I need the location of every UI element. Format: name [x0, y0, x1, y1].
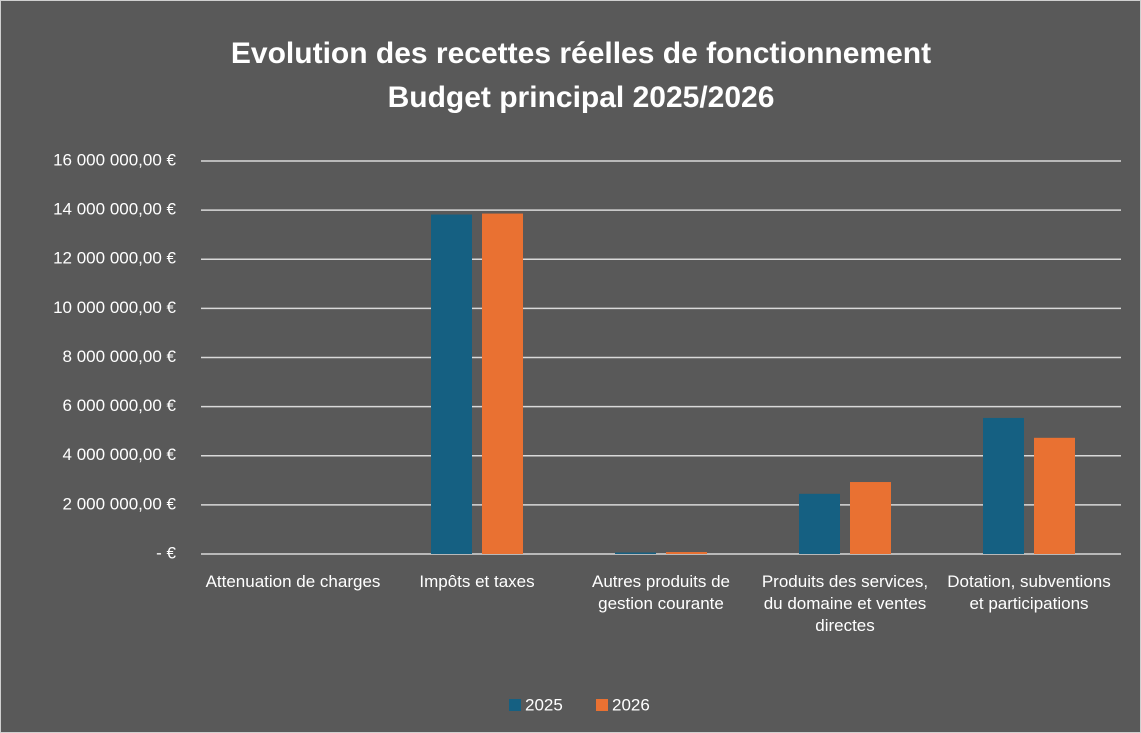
- y-tick-label: 2 000 000,00 €: [63, 494, 177, 513]
- chart-title: Evolution des recettes réelles de foncti…: [231, 37, 931, 70]
- x-tick-label: Produits des services, du domaine et ven…: [761, 572, 929, 635]
- legend-swatch: [596, 699, 608, 711]
- bar: [482, 213, 523, 554]
- bar: [983, 417, 1024, 554]
- y-tick-label: 8 000 000,00 €: [63, 347, 177, 366]
- x-tick-label: Attenuation de charges: [205, 572, 381, 591]
- y-tick-label: 16 000 000,00 €: [53, 150, 176, 169]
- y-tick-label: 4 000 000,00 €: [63, 445, 177, 464]
- bar: [666, 552, 707, 554]
- legend-label: 2025: [525, 695, 563, 714]
- y-tick-label: - €: [156, 543, 176, 562]
- y-tick-label: 10 000 000,00 €: [53, 298, 176, 317]
- y-tick-label: 12 000 000,00 €: [53, 249, 176, 268]
- bar: [615, 552, 656, 554]
- bar: [799, 493, 840, 554]
- bar: [431, 214, 472, 554]
- x-tick-label: Autres produits de gestion courante: [592, 572, 730, 613]
- y-tick-label: 14 000 000,00 €: [53, 200, 176, 219]
- bar: [1034, 437, 1075, 554]
- legend-swatch: [509, 699, 521, 711]
- x-tick-label: Dotation, subventions et participations: [947, 572, 1111, 613]
- bar: [850, 482, 891, 554]
- legend-label: 2026: [612, 695, 650, 714]
- chart-subtitle: Budget principal 2025/2026: [388, 81, 775, 114]
- x-tick-label: Impôts et taxes: [419, 572, 535, 591]
- y-tick-label: 6 000 000,00 €: [63, 396, 177, 415]
